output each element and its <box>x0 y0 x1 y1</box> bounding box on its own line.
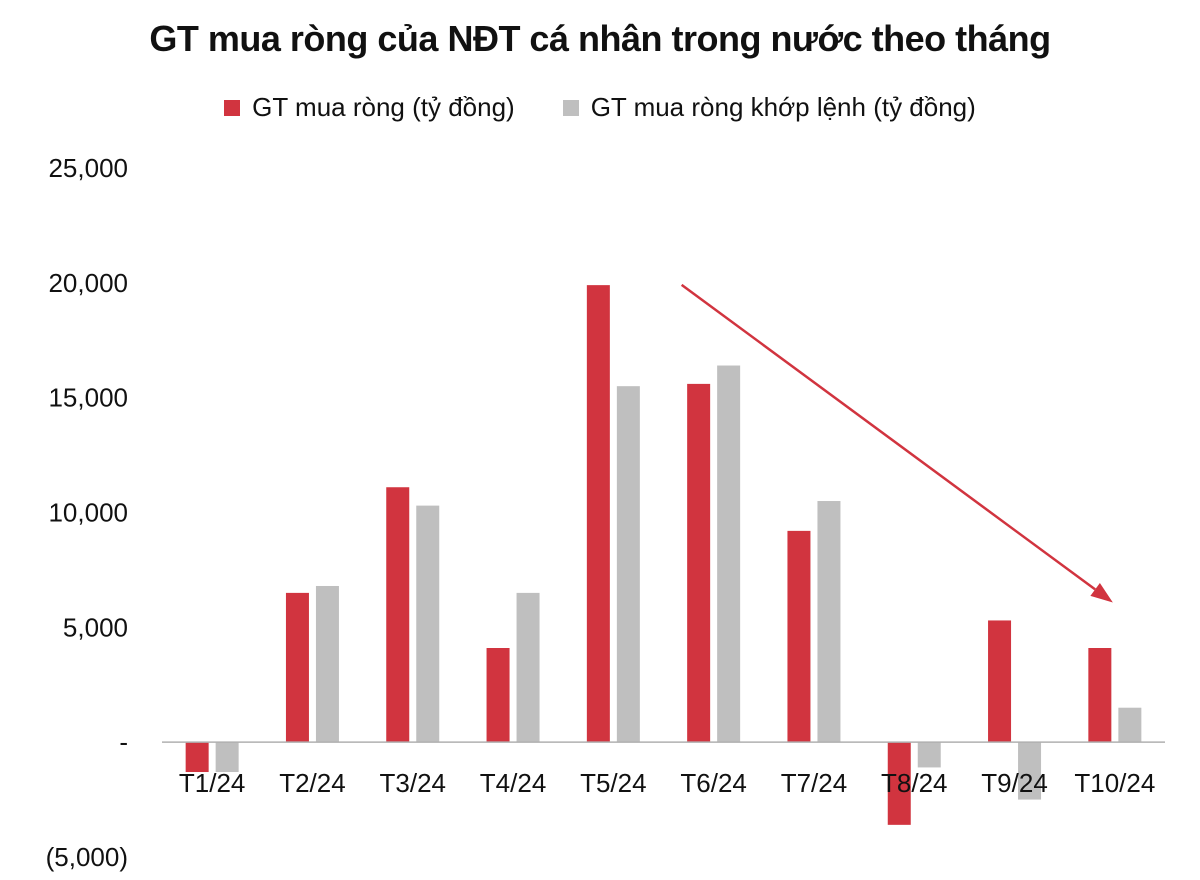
chart-title: GT mua ròng của NĐT cá nhân trong nước t… <box>149 18 1051 59</box>
x-tick-label: T9/24 <box>981 768 1048 798</box>
legend-item-net-buy: GT mua ròng (tỷ đồng) <box>224 92 515 123</box>
bar-net-buy <box>787 530 811 743</box>
x-tick-label: T5/24 <box>580 768 647 798</box>
bar-net-buy <box>586 285 610 743</box>
bar-net-buy <box>687 383 711 743</box>
trend-arrow-line <box>680 283 1096 591</box>
bar-net-buy <box>386 487 410 743</box>
bar-matched-net-buy <box>315 585 339 743</box>
x-tick-label: T4/24 <box>480 768 547 798</box>
y-tick-label: - <box>119 727 128 757</box>
y-tick-label: 20,000 <box>48 268 128 298</box>
bar-net-buy <box>1088 648 1112 743</box>
bar-matched-net-buy <box>1118 707 1142 743</box>
legend-item-matched-net-buy: GT mua ròng khớp lệnh (tỷ đồng) <box>562 92 976 123</box>
x-tick-label: T10/24 <box>1074 768 1155 798</box>
bar-matched-net-buy <box>1018 742 1042 800</box>
bar-matched-net-buy <box>717 365 741 743</box>
bar-matched-net-buy <box>416 505 440 743</box>
bar-matched-net-buy <box>917 742 941 768</box>
legend-swatch-net-buy <box>224 99 241 116</box>
bar-net-buy <box>185 742 209 773</box>
x-tick-label: T6/24 <box>680 768 747 798</box>
bar-matched-net-buy <box>516 592 540 743</box>
x-tick-label: T3/24 <box>380 768 447 798</box>
bar-matched-net-buy <box>616 386 640 743</box>
legend: GT mua ròng (tỷ đồng) GT mua ròng khớp l… <box>0 92 1200 123</box>
bar-net-buy <box>988 620 1012 743</box>
x-tick-label: T7/24 <box>781 768 848 798</box>
bar-net-buy <box>887 742 911 825</box>
x-tick-label: T1/24 <box>179 768 246 798</box>
bar-matched-net-buy <box>817 501 841 743</box>
legend-label-net-buy: GT mua ròng (tỷ đồng) <box>252 92 515 122</box>
legend-label-matched-net-buy: GT mua ròng khớp lệnh (tỷ đồng) <box>590 92 976 122</box>
y-tick-label: (5,000) <box>46 842 128 872</box>
y-tick-label: 5,000 <box>63 612 128 642</box>
bar-net-buy <box>486 648 510 743</box>
y-tick-label: 15,000 <box>48 383 128 413</box>
y-tick-label: 25,000 <box>48 153 128 183</box>
x-tick-label: T2/24 <box>279 768 346 798</box>
trend-arrow-head <box>1090 582 1113 603</box>
legend-swatch-matched-net-buy <box>562 99 579 116</box>
x-tick-label: T8/24 <box>881 768 948 798</box>
bar-net-buy <box>285 592 309 743</box>
y-tick-label: 10,000 <box>48 498 128 528</box>
bar-matched-net-buy <box>215 742 239 773</box>
